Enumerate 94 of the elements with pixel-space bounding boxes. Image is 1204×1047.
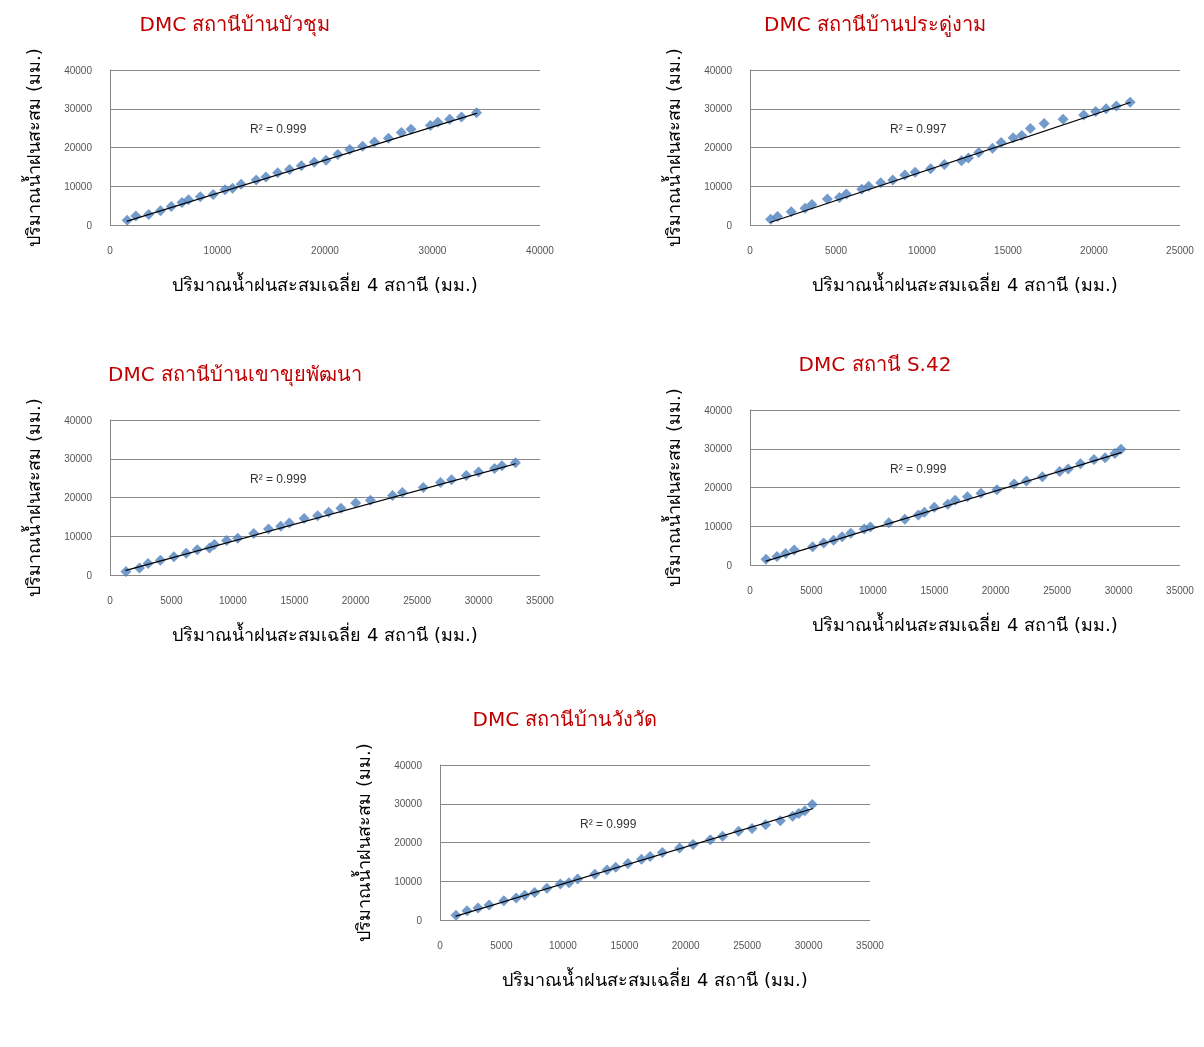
point bbox=[1038, 117, 1050, 129]
y-tick-label: 10000 bbox=[64, 180, 93, 192]
chart-title: DMC สถานี S.42 bbox=[798, 352, 952, 376]
y-tick-label: 20000 bbox=[64, 142, 93, 153]
x-tick-label: 0 bbox=[107, 594, 114, 606]
x-tick-label: 25000 bbox=[733, 939, 762, 951]
annotation: R² = 0.999 bbox=[250, 472, 307, 486]
x-tick-label: 35000 bbox=[1166, 584, 1195, 596]
point bbox=[1115, 443, 1127, 455]
y-tick-label: 20000 bbox=[394, 837, 423, 848]
y-tick-label: 30000 bbox=[704, 103, 733, 115]
x-tick-label: 0 bbox=[747, 244, 754, 256]
x-tick-label: 15000 bbox=[920, 584, 949, 596]
y-axis-title: ปริมาณน้ำฝนสะสม (มม.) bbox=[660, 48, 684, 247]
point bbox=[120, 566, 132, 578]
y-tick-label: 30000 bbox=[64, 453, 93, 465]
point bbox=[806, 799, 818, 811]
point bbox=[821, 193, 833, 205]
y-tick-label: 10000 bbox=[64, 530, 93, 542]
x-axis-title: ปริมาณน้ำฝนสะสมเฉลี่ย 4 สถานี (มม.) bbox=[172, 621, 478, 645]
y-tick-label: 30000 bbox=[704, 443, 733, 455]
point bbox=[509, 457, 521, 469]
point bbox=[1057, 113, 1069, 125]
annotation: R² = 0.999 bbox=[890, 462, 947, 476]
chart-title: DMC สถานีบ้านวังวัด bbox=[472, 707, 658, 731]
x-tick-label: 0 bbox=[107, 244, 114, 256]
x-tick-label: 15000 bbox=[610, 939, 639, 951]
x-tick-label: 10000 bbox=[548, 939, 578, 951]
x-tick-label: 25000 bbox=[1043, 584, 1072, 596]
y-tick-label: 10000 bbox=[704, 180, 733, 192]
x-tick-label: 15000 bbox=[280, 594, 309, 606]
x-tick-label: 0 bbox=[747, 584, 754, 596]
y-tick-label: 0 bbox=[726, 219, 733, 231]
y-tick-label: 0 bbox=[726, 559, 733, 571]
x-tick-label: 10000 bbox=[203, 244, 232, 256]
x-axis-title: ปริมาณน้ำฝนสะสมเฉลี่ย 4 สถานี (มม.) bbox=[812, 611, 1118, 635]
point bbox=[806, 198, 818, 210]
x-tick-label: 5000 bbox=[824, 244, 848, 256]
x-tick-label: 25000 bbox=[403, 594, 432, 606]
chart-title: DMC สถานีบ้านบัวชุม bbox=[139, 12, 331, 37]
y-tick-label: 10000 bbox=[394, 875, 423, 887]
x-tick-label: 5000 bbox=[490, 939, 513, 951]
x-tick-label: 20000 bbox=[311, 244, 340, 256]
x-tick-label: 5000 bbox=[160, 594, 183, 606]
y-tick-label: 20000 bbox=[704, 482, 733, 493]
x-tick-label: 30000 bbox=[1104, 584, 1133, 596]
y-axis-title: ปริมาณน้ำฝนสะสม (มม.) bbox=[660, 388, 684, 587]
y-tick-label: 40000 bbox=[64, 414, 93, 426]
x-axis-title: ปริมาณน้ำฝนสะสมเฉลี่ย 4 สถานี (มม.) bbox=[172, 271, 478, 295]
y-axis-title: ปริมาณน้ำฝนสะสม (มม.) bbox=[20, 398, 44, 597]
x-tick-label: 10000 bbox=[218, 594, 248, 606]
point bbox=[1024, 123, 1036, 135]
y-tick-label: 30000 bbox=[64, 103, 93, 115]
x-tick-label: 20000 bbox=[341, 594, 371, 606]
annotation: R² = 0.999 bbox=[250, 122, 307, 136]
annotation: R² = 0.999 bbox=[580, 817, 637, 831]
y-axis-title: ปริมาณน้ำฝนสะสม (มม.) bbox=[20, 48, 44, 247]
annotation: R² = 0.997 bbox=[890, 122, 947, 136]
point bbox=[405, 123, 417, 135]
point bbox=[350, 497, 362, 509]
x-tick-label: 25000 bbox=[1166, 244, 1195, 256]
x-axis-title: ปริมาณน้ำฝนสะสมเฉลี่ย 4 สถานี (มม.) bbox=[502, 966, 808, 990]
y-tick-label: 20000 bbox=[64, 492, 93, 503]
y-tick-label: 40000 bbox=[64, 64, 93, 76]
x-tick-label: 20000 bbox=[981, 584, 1011, 596]
x-tick-label: 20000 bbox=[1080, 244, 1109, 256]
point bbox=[772, 210, 784, 222]
x-tick-label: 30000 bbox=[464, 594, 493, 606]
y-axis-title: ปริมาณน้ำฝนสะสม (มม.) bbox=[350, 743, 374, 942]
y-tick-label: 0 bbox=[86, 569, 93, 581]
y-tick-label: 40000 bbox=[704, 404, 733, 416]
x-tick-label: 0 bbox=[437, 939, 444, 951]
x-tick-label: 10000 bbox=[908, 244, 937, 256]
x-tick-label: 35000 bbox=[856, 939, 885, 951]
y-tick-label: 40000 bbox=[394, 759, 423, 771]
chart-title: DMC สถานีบ้านประดู่งาม bbox=[764, 12, 986, 37]
y-tick-label: 20000 bbox=[704, 142, 733, 153]
x-tick-label: 5000 bbox=[800, 584, 823, 596]
y-tick-label: 0 bbox=[416, 914, 423, 926]
x-tick-label: 30000 bbox=[794, 939, 823, 951]
x-tick-label: 35000 bbox=[526, 594, 555, 606]
y-tick-label: 10000 bbox=[704, 520, 733, 532]
x-tick-label: 20000 bbox=[671, 939, 701, 951]
point bbox=[395, 126, 407, 138]
x-tick-label: 15000 bbox=[994, 244, 1023, 256]
x-tick-label: 40000 bbox=[526, 244, 555, 256]
y-tick-label: 30000 bbox=[394, 798, 423, 810]
chart-title: DMC สถานีบ้านเขาขุยพัฒนา bbox=[108, 362, 362, 387]
x-tick-label: 10000 bbox=[858, 584, 888, 596]
y-tick-label: 0 bbox=[86, 219, 93, 231]
y-tick-label: 40000 bbox=[704, 64, 733, 76]
point bbox=[471, 107, 483, 119]
x-axis-title: ปริมาณน้ำฝนสะสมเฉลี่ย 4 สถานี (มม.) bbox=[812, 271, 1118, 295]
x-tick-label: 30000 bbox=[418, 244, 447, 256]
